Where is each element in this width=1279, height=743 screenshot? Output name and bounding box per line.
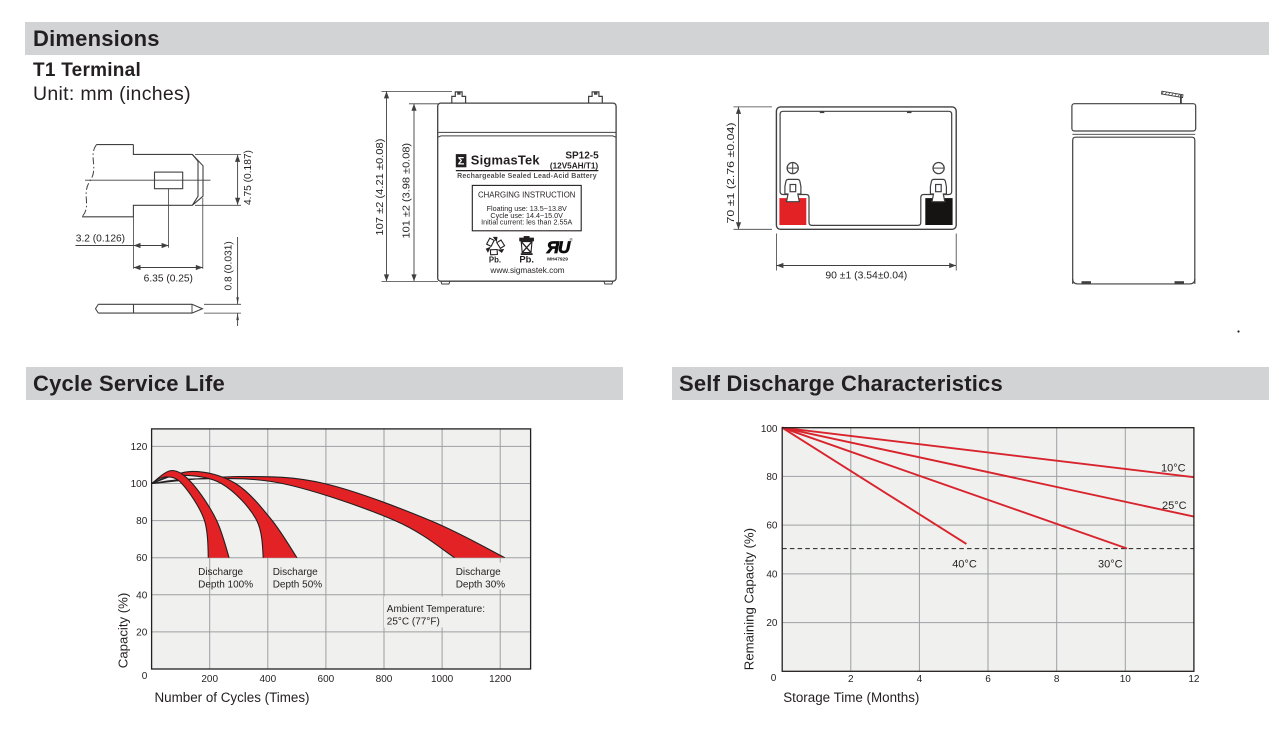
svg-text:10: 10 [1120, 674, 1132, 685]
svg-text:8: 8 [1054, 674, 1060, 685]
svg-text:100: 100 [131, 479, 148, 490]
svg-text:Initial current: les than 2.55: Initial current: les than 2.55A [481, 218, 572, 227]
svg-text:Pb.: Pb. [519, 254, 534, 265]
svg-text:Depth 50%: Depth 50% [273, 580, 323, 591]
svg-text:20: 20 [766, 618, 778, 629]
svg-text:Discharge: Discharge [273, 567, 318, 578]
svg-text:100: 100 [761, 424, 778, 435]
svg-text:120: 120 [131, 442, 148, 453]
svg-text:SigmasTek: SigmasTek [471, 152, 541, 167]
svg-text:Ambient Temperature:: Ambient Temperature: [387, 604, 485, 615]
svg-text:1000: 1000 [431, 674, 454, 685]
svg-text:12: 12 [1188, 674, 1200, 685]
svg-text:Rechargeable Sealed Lead-Acid: Rechargeable Sealed Lead-Acid Battery [457, 173, 597, 180]
svg-text:3.2 (0.126): 3.2 (0.126) [76, 234, 125, 245]
svg-text:60: 60 [766, 521, 778, 532]
svg-text:ЯU: ЯU [546, 238, 571, 257]
svg-text:MH47929: MH47929 [547, 257, 568, 263]
svg-text:600: 600 [318, 674, 335, 685]
svg-text:0.8 (0.031): 0.8 (0.031) [224, 241, 235, 290]
svg-text:0: 0 [771, 673, 777, 684]
svg-text:90 ±1 (3.54±0.04): 90 ±1 (3.54±0.04) [825, 270, 907, 281]
svg-text:Depth 100%: Depth 100% [198, 580, 253, 591]
svg-text:®: ® [570, 237, 574, 243]
svg-text:40: 40 [136, 590, 148, 601]
svg-text:80: 80 [766, 472, 778, 483]
svg-text:www.sigmastek.com: www.sigmastek.com [489, 266, 564, 275]
svg-text:107 ±2 (4.21 ±0.08): 107 ±2 (4.21 ±0.08) [375, 139, 386, 236]
svg-text:20: 20 [136, 627, 148, 638]
svg-text:SP12-5: SP12-5 [565, 151, 599, 162]
svg-text:70 ±1 (2.76 ±0.04): 70 ±1 (2.76 ±0.04) [726, 123, 737, 224]
svg-text:6.35 (0.25): 6.35 (0.25) [144, 273, 193, 284]
svg-text:Storage Time (Months): Storage Time (Months) [783, 690, 919, 705]
svg-text:Remaining Capacity (%): Remaining Capacity (%) [742, 528, 757, 670]
svg-text:800: 800 [376, 674, 393, 685]
svg-text:400: 400 [259, 674, 276, 685]
svg-text:Cycle use: 14.4~15.0V: Cycle use: 14.4~15.0V [490, 211, 563, 220]
svg-text:CHARGING INSTRUCTION: CHARGING INSTRUCTION [478, 190, 575, 199]
svg-text:200: 200 [201, 674, 218, 685]
svg-text:6: 6 [985, 674, 991, 685]
svg-text:Discharge: Discharge [198, 567, 243, 578]
svg-text:80: 80 [136, 516, 148, 527]
svg-text:2: 2 [848, 674, 854, 685]
svg-text:101 ±2 (3.98 ±0.08): 101 ±2 (3.98 ±0.08) [401, 143, 412, 239]
svg-text:Σ: Σ [458, 156, 465, 168]
svg-text:4.75 (0.187): 4.75 (0.187) [243, 150, 254, 205]
svg-text:4: 4 [917, 674, 923, 685]
svg-text:25°C: 25°C [1162, 500, 1187, 512]
svg-text:10°C: 10°C [1161, 463, 1186, 475]
svg-text:0: 0 [142, 671, 148, 682]
svg-text:Floating use: 13.5~13.8V: Floating use: 13.5~13.8V [487, 204, 567, 213]
svg-text:Number of Cycles (Times): Number of Cycles (Times) [155, 690, 310, 705]
svg-text:40°C: 40°C [952, 559, 977, 571]
svg-text:40: 40 [766, 569, 778, 580]
svg-text:(12V5AH/T1): (12V5AH/T1) [550, 161, 599, 170]
svg-text:Pb.: Pb. [489, 255, 501, 264]
svg-text:Depth 30%: Depth 30% [456, 580, 506, 591]
svg-text:Capacity (%): Capacity (%) [116, 593, 131, 668]
svg-text:30°C: 30°C [1098, 559, 1123, 571]
svg-text:Discharge: Discharge [456, 567, 501, 578]
svg-text:60: 60 [136, 553, 148, 564]
svg-text:25°C (77°F): 25°C (77°F) [387, 616, 440, 627]
svg-text:1200: 1200 [489, 674, 512, 685]
